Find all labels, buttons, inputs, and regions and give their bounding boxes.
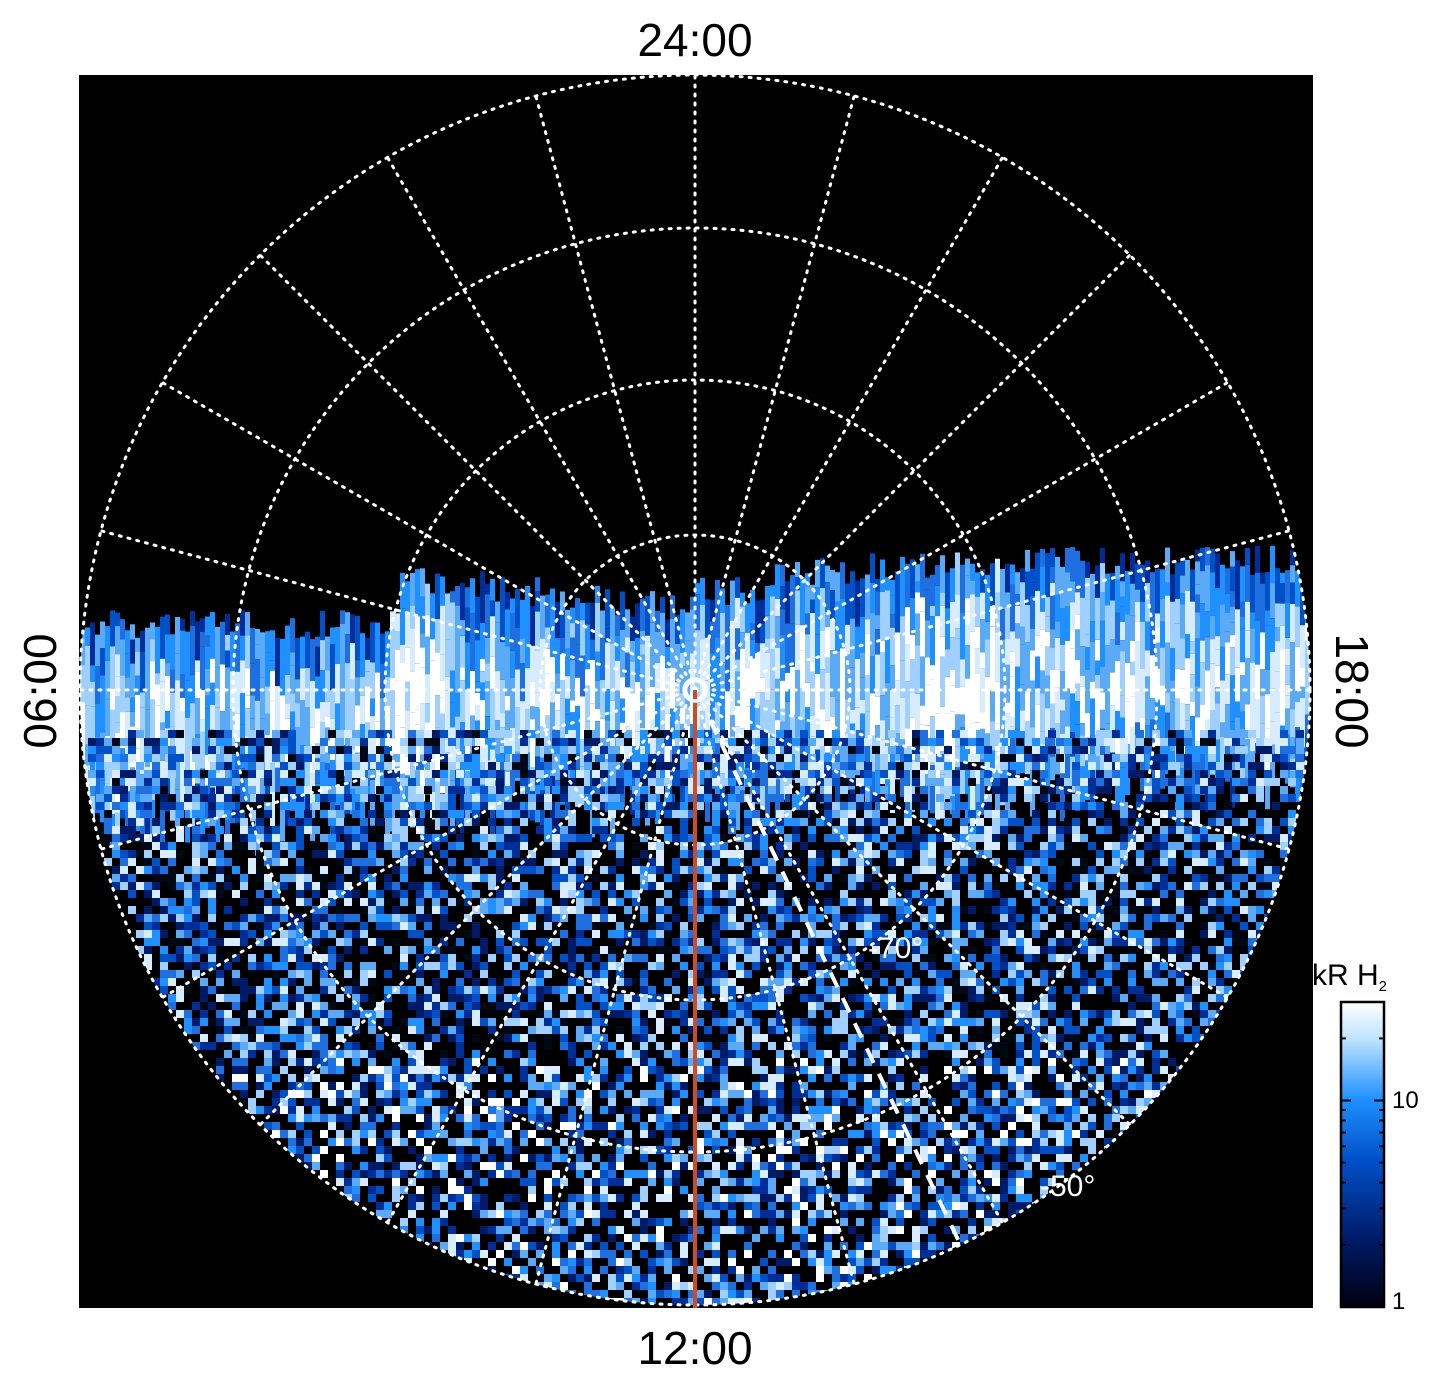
local-time-meridian bbox=[693, 688, 1230, 999]
local-time-meridian bbox=[160, 688, 697, 999]
colorbar-frame bbox=[1339, 1000, 1386, 1309]
latitude-label-50: -50° bbox=[1040, 1170, 1095, 1203]
local-time-meridian bbox=[386, 688, 697, 1225]
local-time-meridian bbox=[386, 155, 697, 692]
local-time-meridian bbox=[258, 253, 697, 692]
local-time-meridian bbox=[99, 688, 697, 851]
local-time-label-left: 06:00 bbox=[14, 633, 66, 748]
local-time-label-top: 24:00 bbox=[637, 14, 752, 66]
local-time-meridian bbox=[99, 529, 697, 692]
colorbar-gradient bbox=[1341, 1002, 1384, 1307]
colorbar-title: kR H2 bbox=[1312, 959, 1387, 995]
local-time-meridian bbox=[534, 688, 697, 1286]
colorbar: kR H2 10 1 bbox=[1312, 959, 1419, 1315]
local-time-meridian bbox=[693, 381, 1230, 692]
pole-marker-icon bbox=[682, 677, 708, 703]
colorbar-tick-label-1: 1 bbox=[1392, 1288, 1405, 1315]
local-time-meridian bbox=[693, 253, 1132, 692]
local-time-label-right: 18:00 bbox=[1326, 633, 1378, 748]
local-time-meridian bbox=[258, 688, 697, 1127]
local-time-meridian bbox=[534, 94, 697, 692]
local-time-meridian bbox=[693, 688, 1004, 1225]
local-time-meridian bbox=[693, 688, 856, 1286]
local-time-meridian bbox=[693, 94, 856, 692]
latitude-label-70: -70° bbox=[868, 932, 923, 965]
local-time-meridian bbox=[693, 688, 1291, 851]
local-time-meridian bbox=[160, 381, 697, 692]
local-time-meridian bbox=[693, 155, 1004, 692]
local-time-label-bottom: 12:00 bbox=[637, 1322, 752, 1374]
colorbar-title-subscript: 2 bbox=[1379, 978, 1387, 995]
dashed-track-line bbox=[708, 719, 965, 1251]
colorbar-tick-label-10: 10 bbox=[1392, 1087, 1419, 1114]
local-time-meridian bbox=[693, 529, 1291, 692]
local-time-meridian bbox=[693, 688, 1132, 1127]
